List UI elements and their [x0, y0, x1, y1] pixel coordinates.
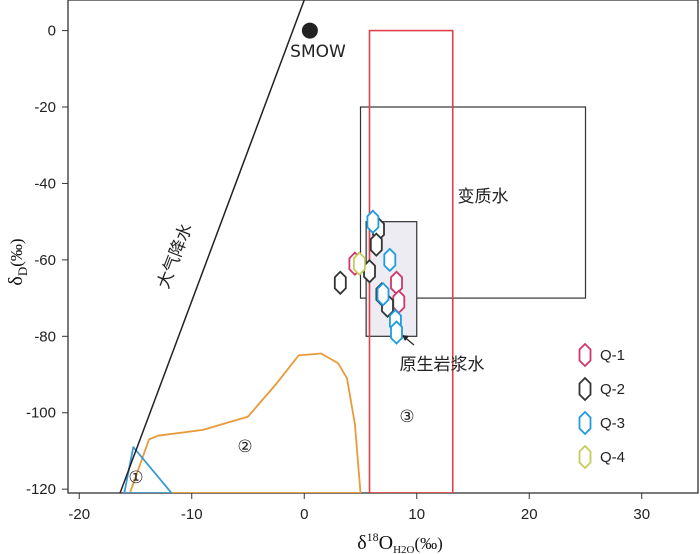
point-q-3-5 — [390, 320, 403, 345]
x-axis-title-sup: 18 — [367, 530, 379, 544]
ticks-layer: -20 -10 0 10 20 300-20-40-60-80-100-120 — [26, 23, 650, 523]
point-q-2-2 — [369, 232, 383, 257]
y-tick-label: 0 — [48, 23, 56, 40]
point-q-3-1 — [366, 209, 380, 234]
lines-layer — [119, 0, 415, 493]
x-axis-title-unit: (‰) — [414, 534, 442, 553]
meteoric-water-line — [119, 0, 305, 493]
magmatic-water-label: 原生岩浆水 — [400, 355, 485, 375]
legend-marker-q-4 — [578, 444, 592, 470]
legend-label-q-4: Q-4 — [600, 449, 625, 466]
point-q-3-3 — [376, 282, 390, 307]
point-q-4-1 — [353, 251, 366, 276]
legend-label-q-1: Q-1 — [600, 347, 625, 364]
y-tick-label: -100 — [26, 405, 56, 422]
y-axis-title-sub: D — [15, 267, 30, 276]
region-2-label: ② — [237, 437, 252, 457]
metamorphic-water-box — [359, 106, 587, 299]
y-tick-label: -40 — [34, 175, 56, 192]
region-2-outline — [129, 352, 362, 493]
region-3-label: ③ — [399, 407, 414, 427]
y-tick-label: -20 — [34, 99, 56, 116]
legend-label-q-3: Q-3 — [600, 415, 625, 432]
legend-marker-q-1 — [578, 342, 592, 368]
y-tick-label: -80 — [34, 328, 56, 345]
y-axis-title: δD(‰) — [5, 238, 30, 285]
legend-label-q-2: Q-2 — [600, 381, 625, 398]
y-axis-title-main: δ — [5, 276, 27, 285]
point-q-1-2 — [390, 270, 403, 296]
smow-point — [301, 22, 318, 39]
x-axis-title-sub: H2O — [393, 544, 414, 554]
magmatic-pointer-arrowhead — [402, 335, 409, 341]
legend: Q-1 Q-2 Q-3 Q-4 — [578, 342, 625, 470]
x-axis-title-main: O — [379, 532, 393, 554]
x-tick-label: 10 — [408, 506, 425, 523]
x-tick-label: -20 — [68, 506, 90, 523]
point-q-3-2 — [383, 247, 397, 273]
x-axis-title-prefix: δ — [357, 532, 366, 554]
x-tick-label: -10 — [181, 506, 203, 523]
x-tick-label: 0 — [300, 506, 308, 523]
x-tick-label: 20 — [521, 506, 538, 523]
y-tick-label: -120 — [26, 481, 56, 498]
smow-label: SMOW — [290, 42, 346, 62]
points-layer — [301, 22, 406, 345]
meteoric-water-line-label: 大气降水 — [154, 221, 197, 292]
y-tick-label: -60 — [34, 252, 56, 269]
x-tick-label: 30 — [633, 506, 650, 523]
x-axis-title: δ18OH2O(‰) — [357, 530, 443, 554]
metamorphic-water-label: 变质水 — [458, 187, 509, 207]
region-1-label: ① — [128, 468, 143, 488]
y-axis-title-unit: (‰) — [7, 238, 26, 266]
point-q-2-3 — [333, 270, 347, 296]
legend-marker-q-2 — [578, 376, 592, 402]
legend-marker-q-3 — [578, 410, 592, 436]
